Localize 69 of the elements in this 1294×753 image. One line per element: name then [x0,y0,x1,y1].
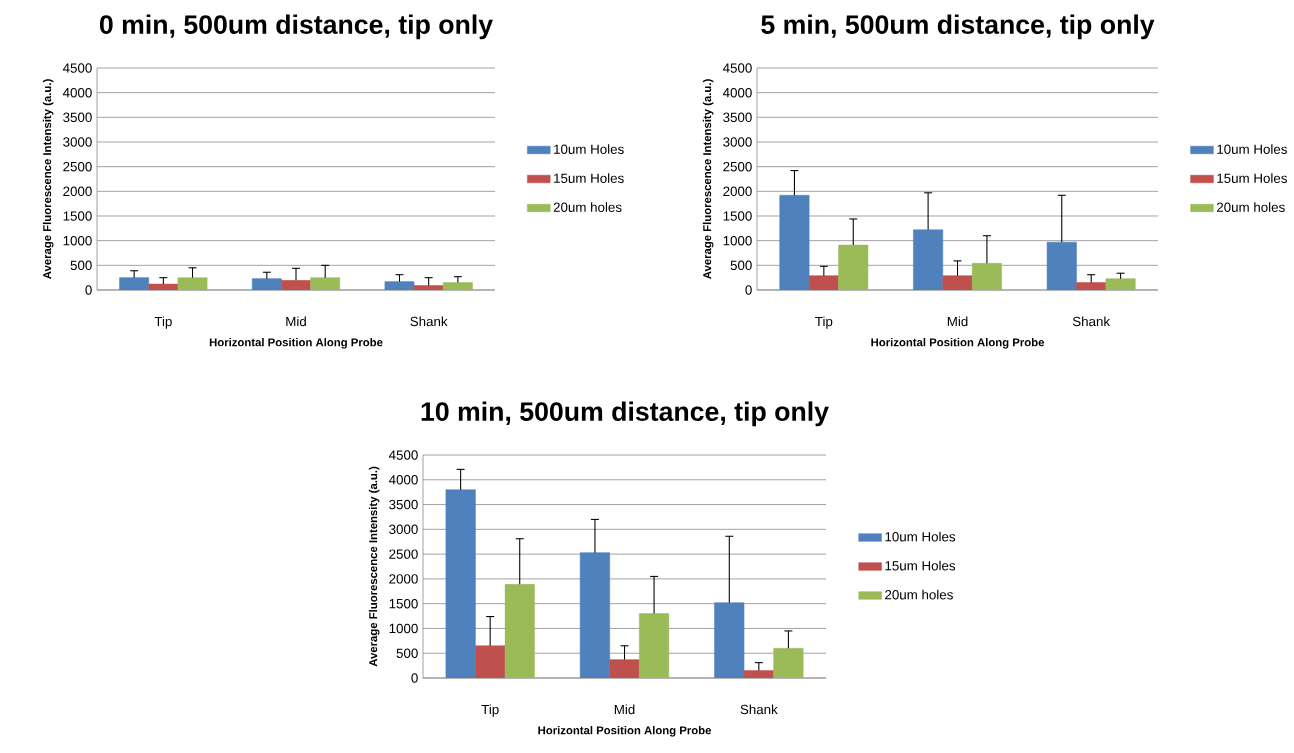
y-tick-label: 1500 [723,211,752,221]
y-tick-label: 3500 [389,499,418,510]
legend-label: 20um holes [553,202,622,212]
y-axis-title: Average Fluorescence Intensity (a.u.) [702,79,714,279]
bar [942,275,973,290]
y-tick-label: 4500 [62,63,92,73]
legend-label: 10um Holes [554,144,624,154]
y-tick-label: 500 [70,260,92,271]
x-tick-label: Shank [410,316,448,327]
legend-label: 20um holes [885,589,953,600]
chart-title: 10 min, 500um distance, tip only [421,401,829,427]
bar [1076,282,1107,290]
y-tick-label: 1000 [63,235,92,246]
y-tick-label: 500 [396,648,418,658]
y-tick-label: 4500 [722,63,752,73]
x-tick-label: Tip [815,316,833,329]
x-axis-title: Horizontal Position Along Probe [209,337,383,349]
y-tick-label: 0 [411,673,418,683]
y-tick-label: 0 [745,285,752,295]
bar [504,584,535,678]
bar [609,659,640,678]
y-tick-label: 4000 [62,87,92,98]
legend-label: 15um Holes [1217,173,1287,183]
y-tick-label: 1000 [723,235,752,246]
legend-label: 10um Holes [885,531,956,542]
bar [475,645,506,678]
x-tick-label: Mid [614,704,635,715]
legend-label: 15um Holes [554,173,624,183]
y-tick-label: 3500 [63,112,92,123]
y-tick-label: 2000 [63,186,92,197]
legend-label: 10um Holes [1217,144,1287,154]
y-tick-label: 1500 [389,598,418,609]
y-tick-label: 2000 [389,574,418,584]
y-tick-label: 2500 [389,549,418,559]
x-axis-title: Horizontal Position Along Probe [538,725,712,737]
x-tick-label: Shank [740,704,778,715]
y-tick-label: 500 [730,260,752,271]
x-tick-label: Shank [1072,316,1111,327]
chart-title: 0 min, 500um distance, tip only [99,14,493,40]
bar [913,229,944,290]
bar [639,613,670,678]
y-axis-title: Average Fluorescence Intensity (a.u.) [42,79,54,279]
y-tick-label: 2500 [723,161,752,172]
x-tick-label: Mid [947,316,968,327]
legend-label: 15um Holes [885,560,956,571]
y-tick-label: 3000 [389,524,418,535]
x-tick-label: Tip [481,704,499,717]
y-axis-title: Average Fluorescence Intensity (a.u.) [368,466,380,667]
x-tick-label: Tip [154,316,172,329]
x-tick-label: Mid [286,316,306,327]
legend-label: 20um holes [1216,202,1285,212]
y-tick-label: 1000 [389,623,418,634]
y-tick-label: 3000 [723,137,752,147]
y-tick-label: 3500 [723,112,752,123]
bar [773,648,804,678]
bar [743,670,774,678]
y-tick-label: 4000 [388,475,418,485]
x-axis-title: Horizontal Position Along Probe [871,337,1045,349]
bar [1046,241,1077,290]
bar [808,275,839,290]
y-tick-label: 1500 [63,211,92,221]
y-tick-label: 4000 [722,87,752,98]
chart-title: 5 min, 500um distance, tip only [761,14,1155,40]
y-tick-label: 2000 [723,186,752,197]
y-tick-label: 4500 [388,450,418,460]
y-tick-label: 3000 [63,137,92,147]
y-tick-label: 2500 [63,161,92,172]
y-tick-label: 0 [85,285,92,295]
bar [779,195,810,290]
